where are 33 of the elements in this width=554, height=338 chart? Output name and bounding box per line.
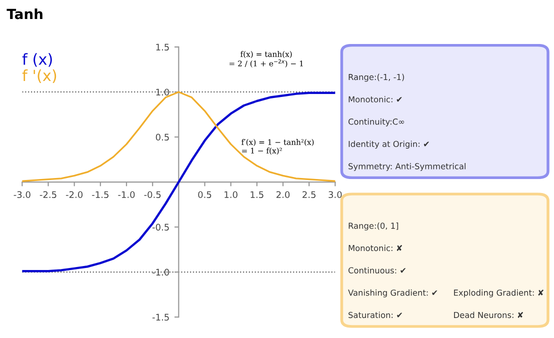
y-tick-label: -1.0 (152, 268, 170, 276)
y-tick-label: 0.5 (156, 134, 169, 141)
text: Continuous: ✔ (348, 267, 406, 274)
x-tick-label: -1.0 (118, 191, 135, 198)
x-tick-label: 1.5 (250, 191, 264, 198)
y-tick-label: 1.5 (156, 44, 169, 51)
y-tick-label: -0.5 (152, 224, 169, 231)
text: Monotonic: ✔ (348, 96, 402, 102)
text: f '(x) (22, 69, 56, 84)
x-tick-label: 1.0 (224, 191, 238, 198)
text: f (x) (22, 53, 52, 67)
text: Monotonic: ✘ (348, 244, 402, 252)
text: Continuity:C∞ (348, 118, 404, 126)
x-tick-label: 0.5 (198, 191, 212, 198)
y-tick-label: -1.5 (152, 314, 169, 321)
text: Saturation: ✔ (348, 312, 402, 318)
x-tick-label: 2.0 (276, 191, 290, 198)
text: Vanishing Gradient: ✔ (348, 289, 438, 298)
text: Identity at Origin: ✔ (348, 140, 429, 149)
text: Range:(-1, -1) (348, 74, 404, 82)
text: Dead Neurons: ✘ (454, 312, 524, 318)
x-tick-label: -1.5 (92, 191, 108, 198)
x-tick-label: 2.5 (302, 191, 316, 198)
x-tick-label: -0.5 (144, 191, 161, 198)
text: Range:(0, 1] (348, 222, 398, 230)
x-tick-label: -2.5 (40, 191, 56, 198)
text: Symmetry: Anti-Symmetrical (348, 163, 466, 171)
y-tick-label: 1.0 (156, 88, 170, 96)
text: Exploding Gradient: ✘ (454, 289, 544, 298)
x-tick-label: 3.0 (328, 191, 342, 198)
x-tick-label: -3.0 (14, 191, 30, 198)
x-tick-label: -2.0 (66, 191, 83, 198)
chart-title: Tanh (6, 8, 42, 20)
